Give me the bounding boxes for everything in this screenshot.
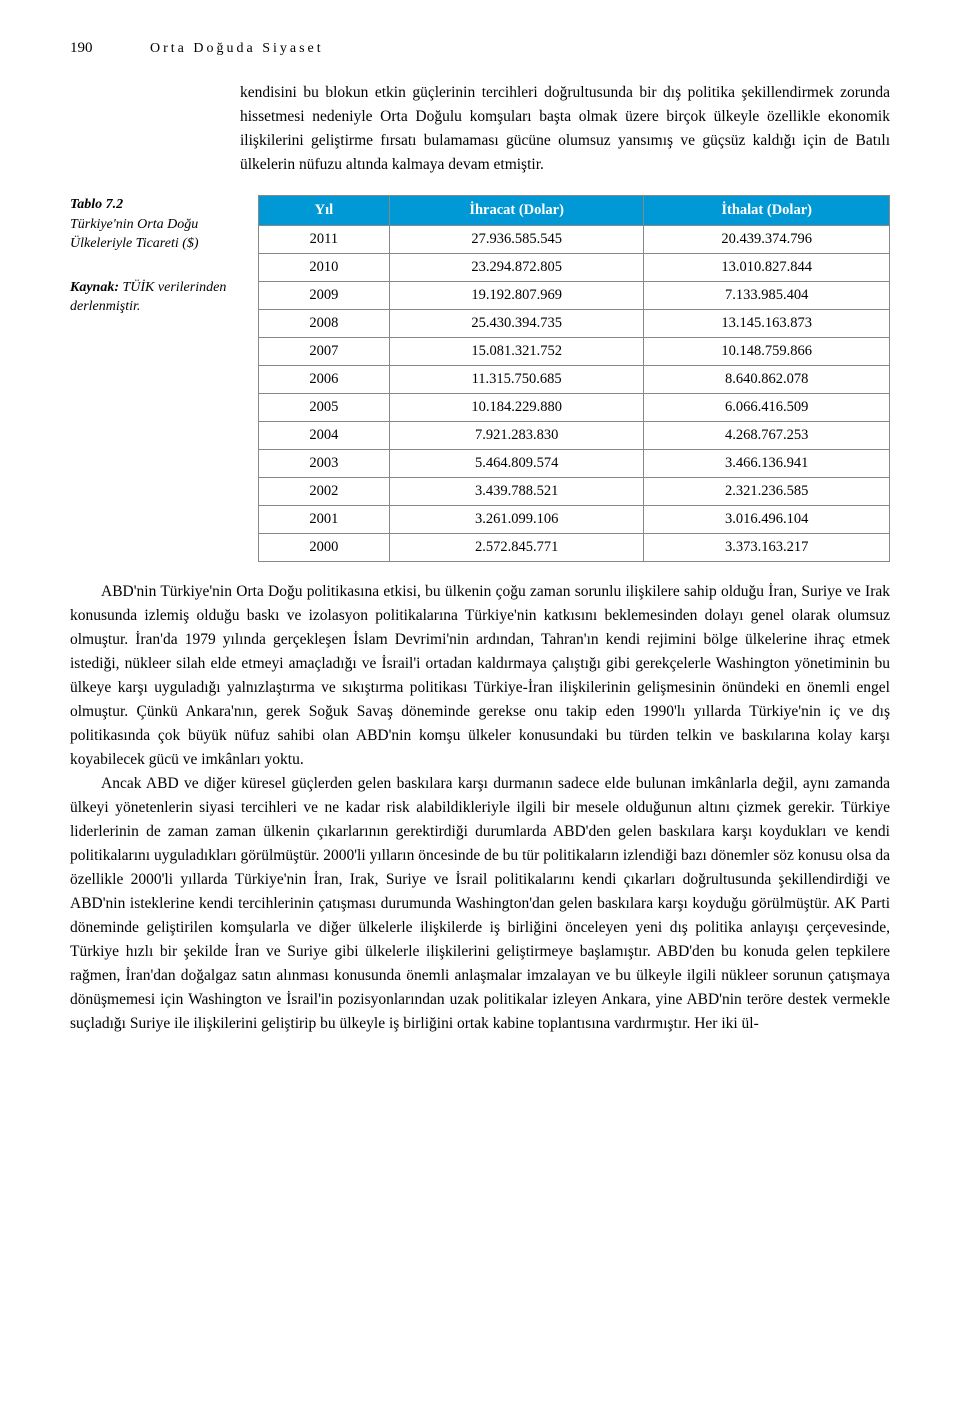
table-row: 20002.572.845.7713.373.163.217: [258, 534, 889, 562]
col-import: İthalat (Dolar): [644, 196, 890, 226]
col-year: Yıl: [258, 196, 389, 226]
intro-paragraph: kendisini bu blokun etkin güçlerinin ter…: [240, 81, 890, 177]
page-header: 190 Orta Doğuda Siyaset: [70, 40, 890, 57]
cell-year: 2007: [258, 338, 389, 366]
cell-export: 15.081.321.752: [389, 338, 643, 366]
cell-export: 27.936.585.545: [389, 226, 643, 254]
cell-year: 2003: [258, 450, 389, 478]
cell-import: 3.373.163.217: [644, 534, 890, 562]
table-row: 201127.936.585.54520.439.374.796: [258, 226, 889, 254]
cell-export: 23.294.872.805: [389, 254, 643, 282]
table-title: Türkiye'nin Orta Doğu Ülkeleriyle Ticare…: [70, 217, 199, 252]
cell-export: 25.430.394.735: [389, 310, 643, 338]
cell-import: 6.066.416.509: [644, 394, 890, 422]
table-row: 20013.261.099.1063.016.496.104: [258, 506, 889, 534]
table-block: Tablo 7.2 Türkiye'nin Orta Doğu Ülkeleri…: [70, 195, 890, 562]
cell-export: 7.921.283.830: [389, 422, 643, 450]
table-source-label: Kaynak:: [70, 278, 119, 298]
table-row: 20047.921.283.8304.268.767.253: [258, 422, 889, 450]
cell-export: 2.572.845.771: [389, 534, 643, 562]
cell-import: 13.010.827.844: [644, 254, 890, 282]
table-row: 20035.464.809.5743.466.136.941: [258, 450, 889, 478]
cell-export: 3.261.099.106: [389, 506, 643, 534]
cell-export: 11.315.750.685: [389, 366, 643, 394]
cell-import: 7.133.985.404: [644, 282, 890, 310]
cell-import: 3.016.496.104: [644, 506, 890, 534]
body-paragraph-2: Ancak ABD ve diğer küresel güçlerden gel…: [70, 772, 890, 1036]
col-export: İhracat (Dolar): [389, 196, 643, 226]
cell-export: 10.184.229.880: [389, 394, 643, 422]
cell-year: 2008: [258, 310, 389, 338]
table-row: 20023.439.788.5212.321.236.585: [258, 478, 889, 506]
table-row: 200919.192.807.9697.133.985.404: [258, 282, 889, 310]
page-number: 190: [70, 40, 150, 57]
cell-year: 2005: [258, 394, 389, 422]
cell-import: 20.439.374.796: [644, 226, 890, 254]
cell-import: 2.321.236.585: [644, 478, 890, 506]
cell-year: 2001: [258, 506, 389, 534]
table-row: 201023.294.872.80513.010.827.844: [258, 254, 889, 282]
trade-table: Yıl İhracat (Dolar) İthalat (Dolar) 2011…: [258, 195, 890, 562]
cell-year: 2006: [258, 366, 389, 394]
page-container: 190 Orta Doğuda Siyaset kendisini bu blo…: [0, 0, 960, 1076]
cell-export: 5.464.809.574: [389, 450, 643, 478]
cell-year: 2011: [258, 226, 389, 254]
table-label: Tablo 7.2: [70, 197, 123, 212]
cell-import: 10.148.759.866: [644, 338, 890, 366]
table-caption: Tablo 7.2 Türkiye'nin Orta Doğu Ülkeleri…: [70, 195, 258, 317]
cell-export: 19.192.807.969: [389, 282, 643, 310]
running-head: Orta Doğuda Siyaset: [150, 41, 324, 57]
cell-year: 2010: [258, 254, 389, 282]
cell-import: 4.268.767.253: [644, 422, 890, 450]
cell-import: 3.466.136.941: [644, 450, 890, 478]
table-row: 200510.184.229.8806.066.416.509: [258, 394, 889, 422]
table-row: 200611.315.750.6858.640.862.078: [258, 366, 889, 394]
cell-import: 8.640.862.078: [644, 366, 890, 394]
table-body: 201127.936.585.54520.439.374.796 201023.…: [258, 226, 889, 562]
cell-export: 3.439.788.521: [389, 478, 643, 506]
cell-year: 2009: [258, 282, 389, 310]
body-paragraph-1: ABD'nin Türkiye'nin Orta Doğu politikası…: [70, 580, 890, 772]
table-header-row: Yıl İhracat (Dolar) İthalat (Dolar): [258, 196, 889, 226]
table-row: 200825.430.394.73513.145.163.873: [258, 310, 889, 338]
cell-year: 2000: [258, 534, 389, 562]
cell-import: 13.145.163.873: [644, 310, 890, 338]
table-row: 200715.081.321.75210.148.759.866: [258, 338, 889, 366]
cell-year: 2002: [258, 478, 389, 506]
cell-year: 2004: [258, 422, 389, 450]
